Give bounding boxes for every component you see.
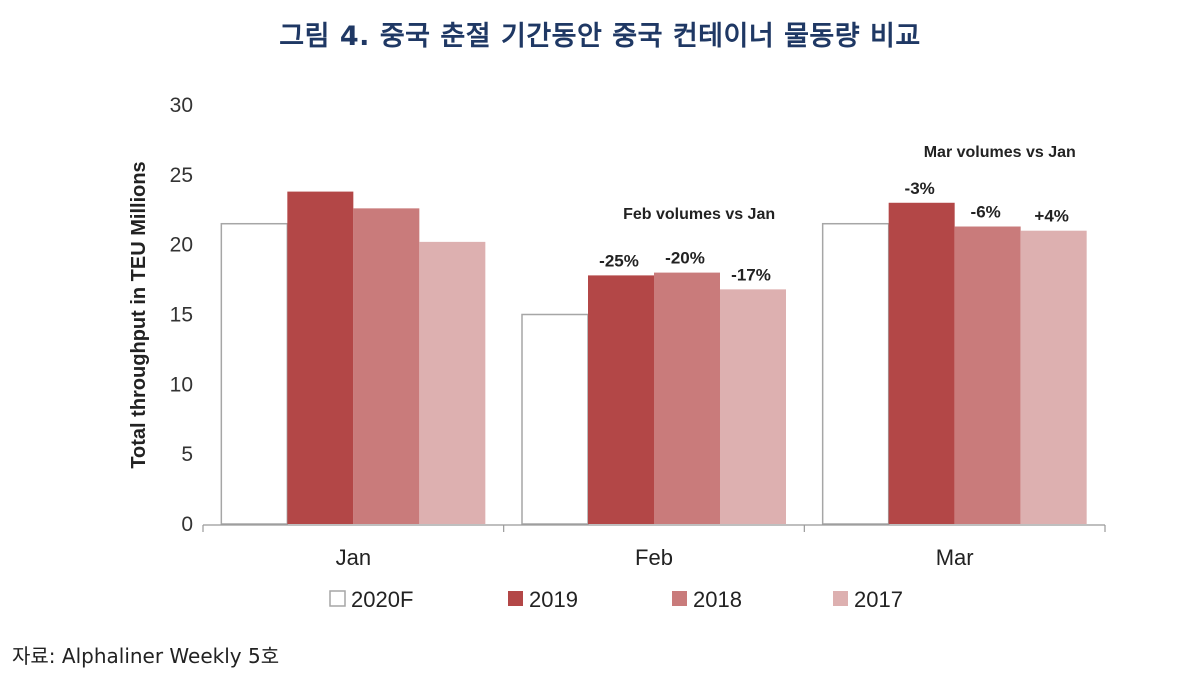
y-tick-label: 10 xyxy=(170,373,193,396)
x-axis: Jan Feb Mar xyxy=(202,524,1106,570)
legend-label: 2020F xyxy=(351,587,413,612)
bars-group xyxy=(220,191,1087,525)
x-tick-label: Jan xyxy=(336,545,371,570)
y-tick-label: 25 xyxy=(170,164,193,187)
legend-label: 2019 xyxy=(529,587,578,612)
bar-feb-2020f xyxy=(521,313,589,525)
legend-swatch-2020f xyxy=(329,590,346,607)
bar-jan-2018 xyxy=(353,208,420,524)
y-tick-label: 0 xyxy=(181,513,193,536)
legend-swatch-2018 xyxy=(672,591,687,606)
legend-label: 2017 xyxy=(854,587,903,612)
x-tick-label: Feb xyxy=(635,545,673,570)
bar-feb-2019 xyxy=(588,275,654,524)
legend-label: 2018 xyxy=(693,587,742,612)
annotations: Feb volumes vs Jan -25% -20% -17% Mar volume… xyxy=(599,144,1076,284)
legend: 2020F 2019 2018 2017 xyxy=(329,587,903,612)
y-tick-label: 5 xyxy=(181,443,193,466)
y-tick-label: 30 xyxy=(170,94,193,117)
bar-annotation: -3% xyxy=(905,179,935,198)
bar-feb-2018 xyxy=(654,272,720,524)
y-axis-label: Total throughput in TEU Millions xyxy=(128,161,150,468)
bar-mar-2018 xyxy=(954,226,1021,524)
bar-jan-2017 xyxy=(419,241,486,524)
legend-swatch-2017 xyxy=(833,591,848,606)
bar-annotation: -25% xyxy=(599,251,639,270)
bar-annotation: -20% xyxy=(665,249,705,268)
y-axis: 0 5 10 15 20 25 30 xyxy=(170,94,193,536)
bar-annotation: -17% xyxy=(731,265,771,284)
bar-jan-2020f xyxy=(220,222,289,525)
source-caption: 자료: Alphaliner Weekly 5호 xyxy=(12,644,280,668)
group-annotation: Feb volumes vs Jan xyxy=(623,206,775,223)
y-tick-label: 15 xyxy=(170,304,193,327)
bar-annotation: -6% xyxy=(971,203,1001,222)
bar-mar-2017 xyxy=(1020,230,1087,524)
bar-mar-2020f xyxy=(821,222,890,525)
bar-annotation: +4% xyxy=(1034,207,1069,226)
x-tick-label: Mar xyxy=(936,545,974,570)
legend-swatch-2019 xyxy=(508,591,523,606)
y-tick-label: 20 xyxy=(170,234,193,257)
group-annotation: Mar volumes vs Jan xyxy=(924,144,1076,161)
bar-feb-2017 xyxy=(720,289,786,524)
figure-title: 그림 4. 중국 춘절 기간동안 중국 컨테이너 물동량 비교 xyxy=(279,21,921,52)
bar-jan-2019 xyxy=(287,191,354,525)
bar-mar-2019 xyxy=(888,202,955,524)
